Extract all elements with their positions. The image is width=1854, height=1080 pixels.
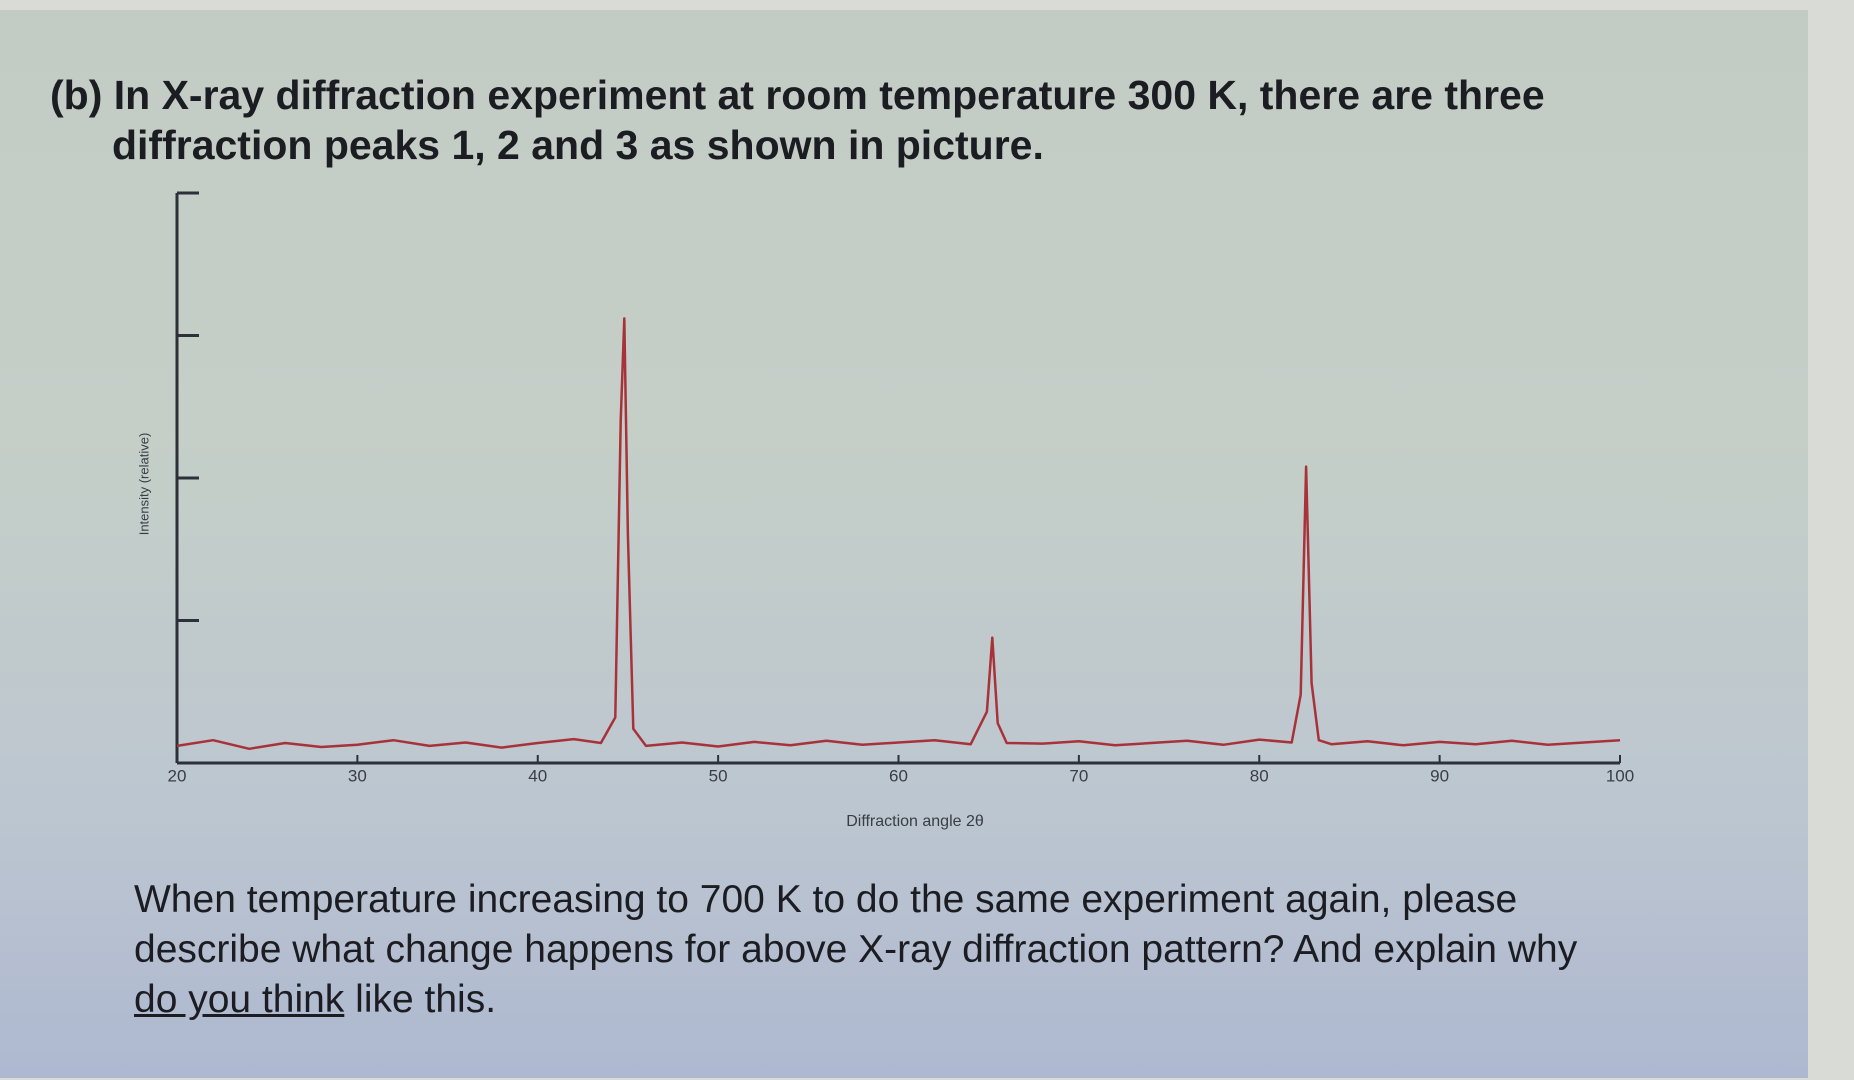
question-body: describe what change happens for above X…	[134, 928, 1578, 971]
question-body: When temperature increasing to 700 K to …	[134, 878, 1518, 921]
question-heading: (b) In X-ray diffraction experiment at r…	[50, 72, 1545, 118]
x-tick-label: 40	[528, 766, 547, 785]
x-tick-label: 30	[348, 766, 367, 785]
x-tick-label: 70	[1069, 766, 1088, 785]
question-body: do you think like this.	[134, 978, 496, 1022]
x-tick-label: 90	[1430, 766, 1449, 785]
x-tick-label: 20	[168, 766, 187, 785]
data-line	[176, 317, 1621, 751]
question-heading: diffraction peaks 1, 2 and 3 as shown in…	[112, 122, 1044, 168]
x-axis-label: Diffraction angle 2θ	[846, 813, 984, 830]
x-tick-label: 50	[709, 766, 728, 785]
x-tick-label: 60	[889, 766, 908, 785]
y-axis-label: Intensity (relative)	[136, 433, 151, 536]
text: like this.	[355, 978, 497, 1021]
screen: (b) In X-ray diffraction experiment at r…	[0, 10, 1808, 1078]
x-tick-label: 80	[1250, 766, 1269, 785]
underlined-text: do you think	[134, 978, 345, 1021]
x-tick-label: 100	[1606, 766, 1634, 785]
